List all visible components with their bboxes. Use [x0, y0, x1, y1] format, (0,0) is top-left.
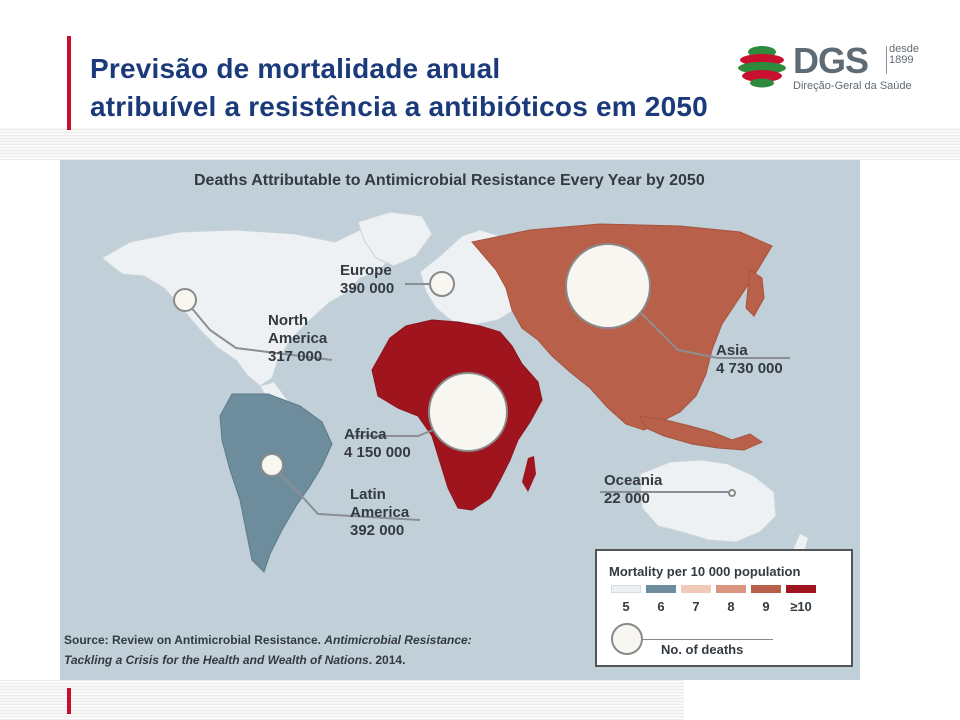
bubble-latin-america — [260, 453, 284, 477]
leader-africa — [350, 427, 439, 437]
bubble-north-america — [173, 288, 197, 312]
label-latin-america-name2: America — [350, 504, 410, 521]
logo-since-word: desde — [889, 43, 919, 55]
legend-swatch-5 — [611, 585, 641, 593]
footer-accent-bar — [67, 688, 71, 714]
label-oceania: Oceania 22 000 — [604, 472, 662, 508]
label-europe-deaths: 390 000 — [340, 280, 395, 297]
region-australia — [639, 459, 777, 543]
source-line2: Tackling a Crisis for the Health and Wea… — [64, 650, 472, 670]
bubble-oceania — [728, 489, 736, 497]
legend-tick-10plus: ≥10 — [790, 599, 812, 614]
logo-divider — [886, 46, 887, 74]
source-line1: Source: Review on Antimicrobial Resistan… — [64, 630, 472, 650]
slide-title-line2: atribuível a resistência a antibióticos … — [90, 91, 708, 122]
source-title-part1: Antimicrobial Resistance: — [324, 633, 472, 647]
bubble-asia — [565, 243, 651, 329]
legend-circle-icon — [611, 623, 643, 655]
bubble-africa — [428, 372, 508, 452]
legend-swatch-9 — [751, 585, 781, 593]
footer-stripe-band — [0, 680, 684, 720]
legend-swatch-10plus — [786, 585, 816, 593]
label-latin-america: Latin America 392 000 — [350, 486, 409, 540]
logo-since-year: 1899 — [889, 54, 914, 66]
label-africa-name: Africa — [344, 426, 387, 443]
label-oceania-name: Oceania — [604, 472, 663, 489]
source-prefix: Source: Review on Antimicrobial Resistan… — [64, 633, 325, 647]
label-north-america: North America 317 000 — [268, 312, 327, 366]
bubble-europe — [429, 271, 455, 297]
label-north-america-name1: North — [268, 312, 308, 329]
label-oceania-deaths: 22 000 — [604, 490, 650, 507]
slide-title-line1: Previsão de mortalidade anual — [90, 53, 501, 84]
legend-circle-label: No. of deaths — [661, 642, 744, 657]
label-africa-deaths: 4 150 000 — [344, 444, 411, 461]
legend-title: Mortality per 10 000 population — [609, 564, 801, 579]
map-source: Source: Review on Antimicrobial Resistan… — [64, 630, 472, 670]
legend-tick-7: 7 — [692, 599, 700, 614]
label-europe: Europe 390 000 — [340, 262, 394, 298]
label-asia: Asia 4 730 000 — [716, 342, 783, 378]
label-europe-name: Europe — [340, 262, 392, 279]
label-latin-america-deaths: 392 000 — [350, 522, 405, 539]
legend-swatch-7 — [681, 585, 711, 593]
region-japan — [745, 269, 765, 317]
legend-tick-5: 5 — [622, 599, 630, 614]
region-madagascar — [522, 456, 536, 492]
logo-subtitle: Direção-Geral da Saúde — [793, 80, 912, 92]
map-legend: Mortality per 10 000 population 5 6 7 8 … — [595, 549, 853, 667]
label-asia-name: Asia — [716, 342, 748, 359]
leader-asia — [637, 309, 790, 359]
region-south-america — [219, 393, 333, 573]
legend-swatch-6 — [646, 585, 676, 593]
leader-latin-america — [271, 465, 421, 521]
header-stripe-band — [0, 128, 960, 160]
label-africa: Africa 4 150 000 — [344, 426, 411, 462]
label-latin-america-name1: Latin — [350, 486, 386, 503]
amr-world-map: Deaths Attributable to Antimicrobial Res… — [60, 160, 860, 680]
label-north-america-deaths: 317 000 — [268, 348, 323, 365]
title-accent-bar — [67, 36, 71, 130]
slide-title: Previsão de mortalidade anual atribuível… — [90, 50, 708, 126]
source-suffix: . 2014. — [368, 653, 406, 667]
legend-tick-8: 8 — [727, 599, 735, 614]
legend-swatch-8 — [716, 585, 746, 593]
map-title: Deaths Attributable to Antimicrobial Res… — [194, 172, 705, 189]
region-southeast-asia-islands — [639, 415, 764, 451]
legend-tick-9: 9 — [762, 599, 770, 614]
logo-wordmark: DGS — [793, 40, 869, 81]
label-north-america-name2: America — [268, 330, 328, 347]
source-title-part2: Tackling a Crisis for the Health and Wea… — [64, 653, 369, 667]
dgs-logo: DGS desde 1899 Direção-Geral da Saúde — [736, 40, 926, 92]
world-map-graphic — [101, 211, 808, 573]
region-north-america — [101, 229, 393, 387]
legend-circle-leader — [643, 639, 773, 640]
region-asia — [471, 223, 773, 431]
leader-north-america — [184, 299, 333, 361]
label-asia-deaths: 4 730 000 — [716, 360, 783, 377]
dgs-emblem-icon — [738, 46, 786, 88]
legend-tick-6: 6 — [657, 599, 665, 614]
region-greenland — [357, 211, 433, 267]
logo-since: desde 1899 — [889, 44, 919, 66]
